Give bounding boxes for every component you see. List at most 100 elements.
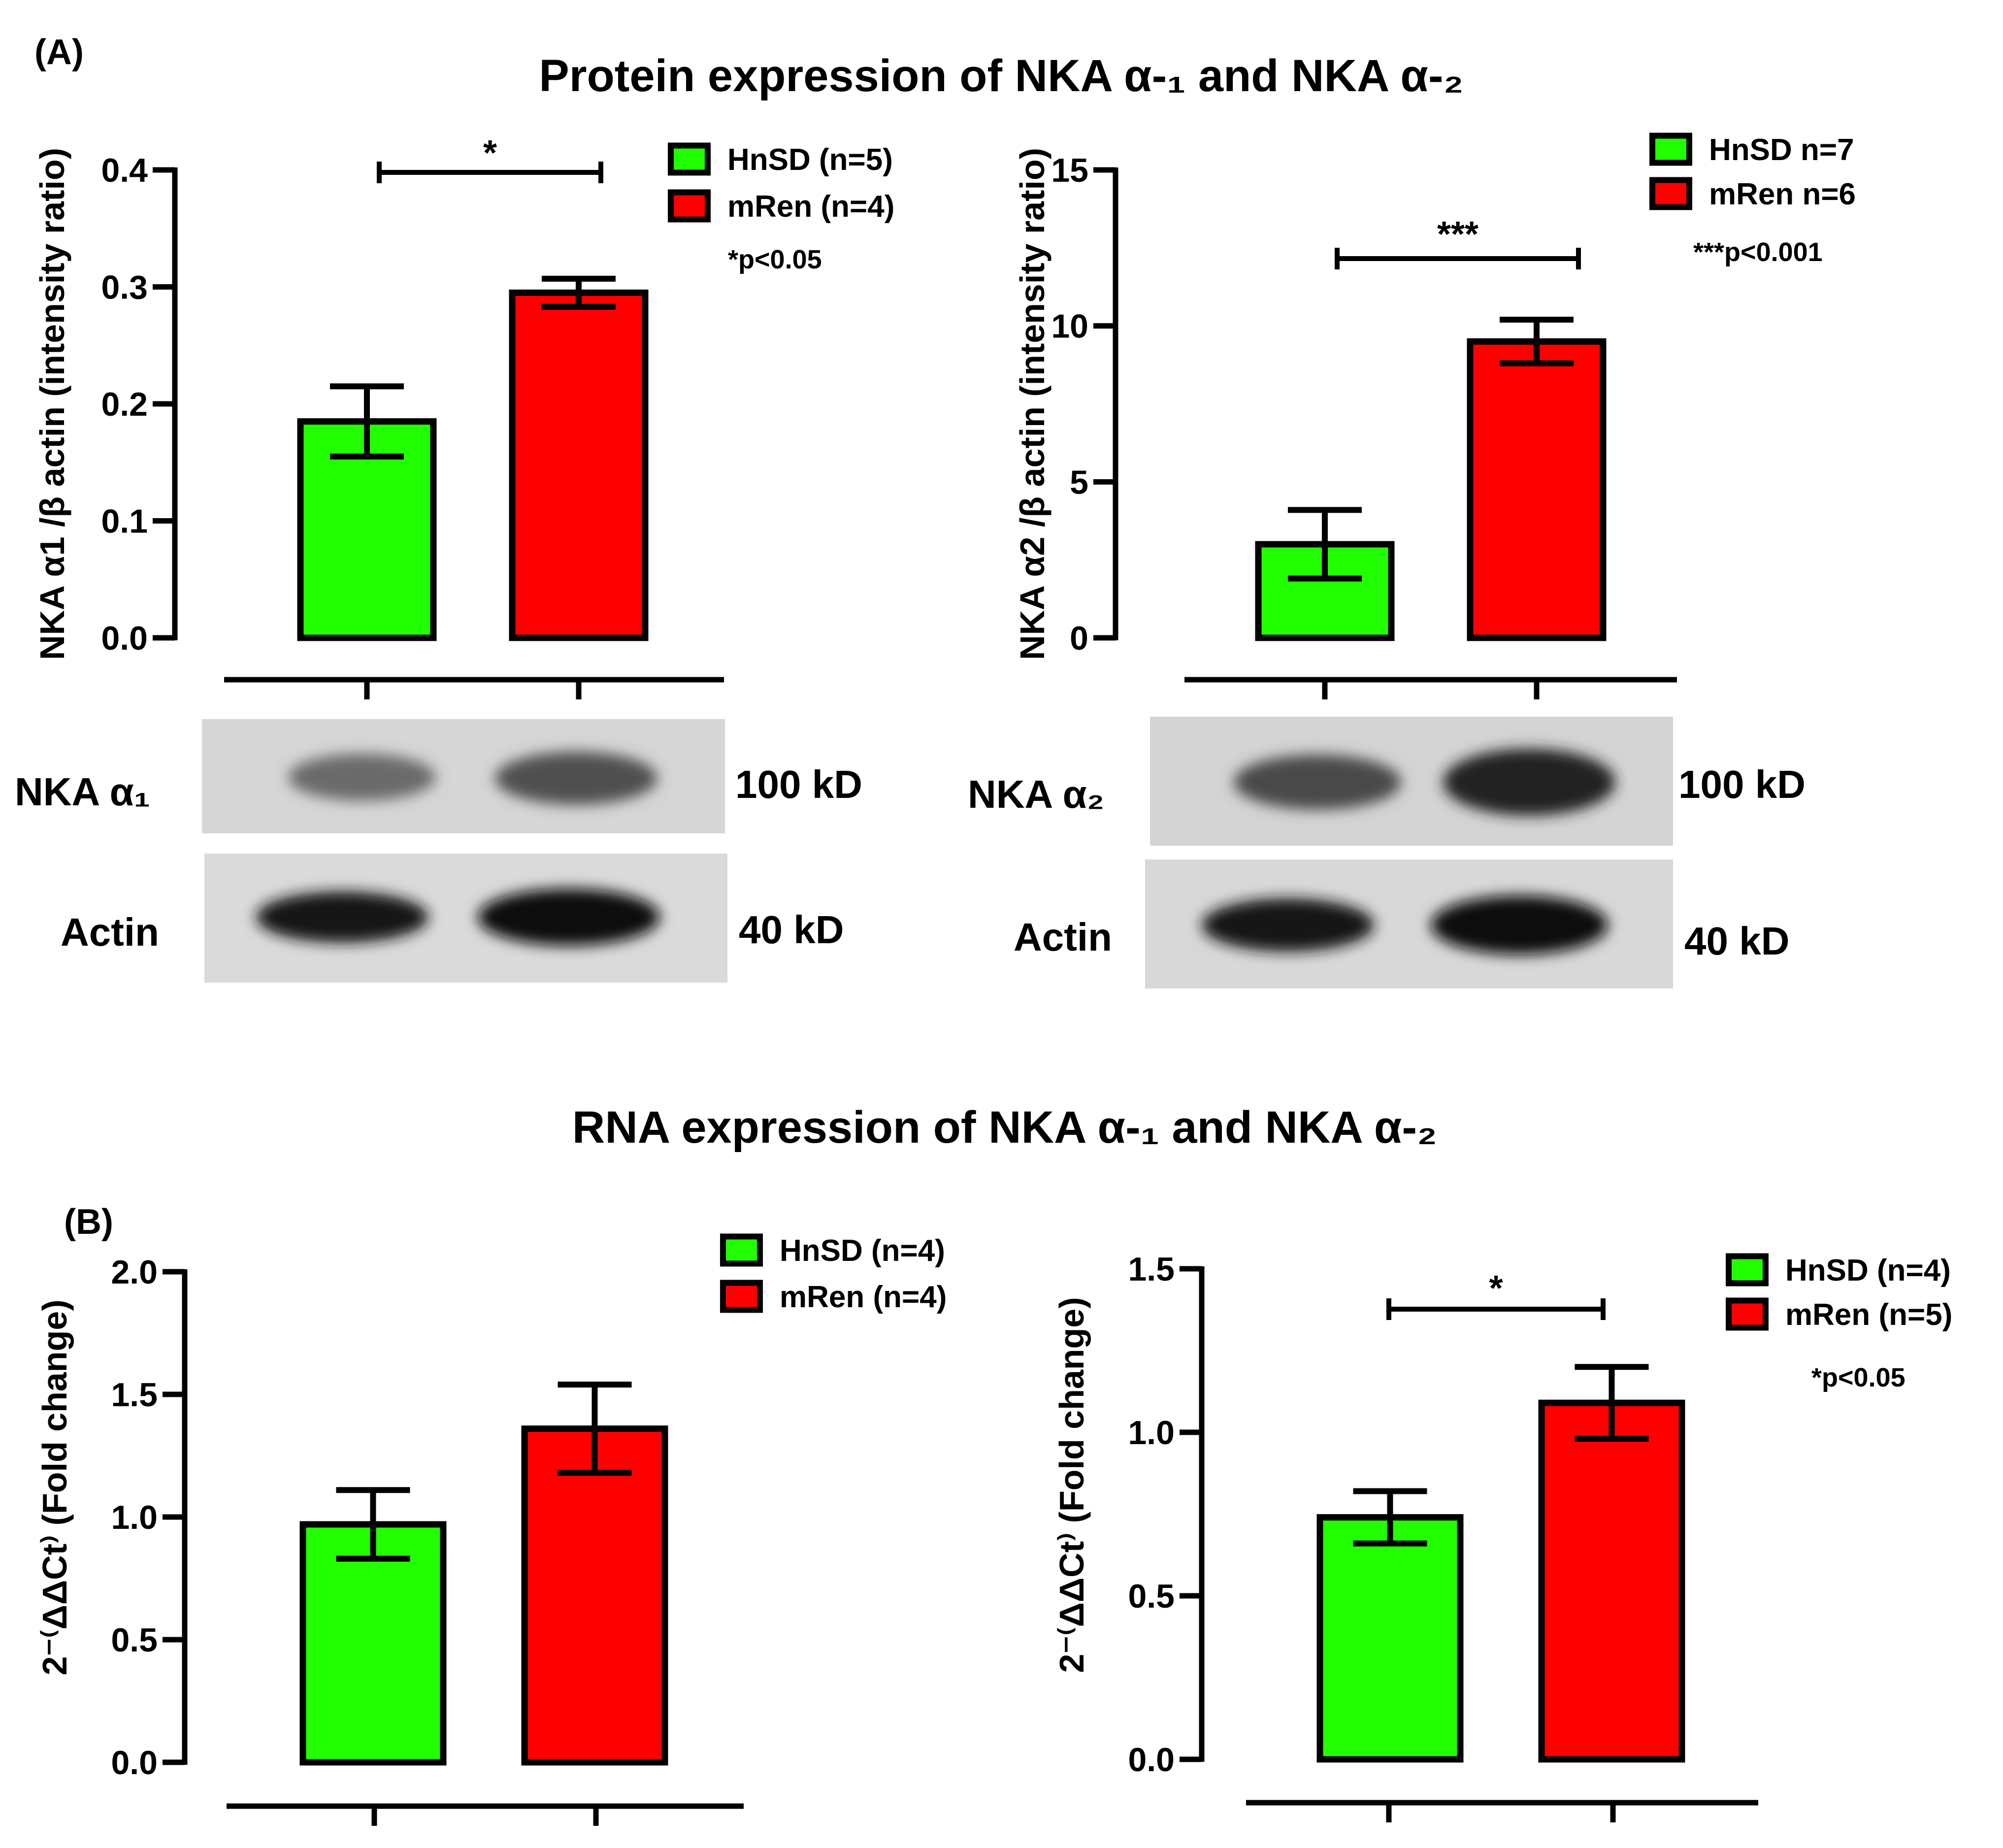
bar-hnsd bbox=[1316, 1514, 1464, 1763]
legend-swatch-mren bbox=[1649, 177, 1692, 210]
y-tick-label: 5 bbox=[1070, 463, 1088, 501]
legend-swatch-hnsd bbox=[1726, 1253, 1769, 1287]
bar-mren bbox=[509, 289, 649, 641]
significance-stars: * bbox=[483, 133, 497, 173]
error-bar-mren bbox=[542, 275, 616, 310]
legend-label-mren: mRen (n=4) bbox=[780, 1280, 947, 1314]
western-blot-a2: NKA α₂ 100 kD Actin 40 kD bbox=[968, 717, 1806, 989]
blot-band bbox=[288, 754, 436, 801]
y-tick-label: 2.0 bbox=[111, 1254, 158, 1291]
y-tick-label: 0.5 bbox=[1128, 1578, 1175, 1615]
y-tick-label: 10 bbox=[1051, 308, 1088, 345]
error-bars bbox=[1353, 1364, 1649, 1547]
legend-label-hnsd: HnSD (n=5) bbox=[727, 143, 893, 177]
bars bbox=[1316, 1399, 1685, 1763]
y-axis-label: NKA α2 /β actin (intensity ratio) bbox=[1013, 148, 1051, 660]
panel-b-label: (B) bbox=[64, 1202, 113, 1242]
blot-band-size: 100 kD bbox=[1678, 762, 1806, 806]
y-tick-label: 0.0 bbox=[111, 1744, 158, 1782]
significance-stars: * bbox=[1489, 1269, 1503, 1308]
bars bbox=[299, 1425, 668, 1766]
y-ticks: 0.0 0.5 1.0 1.5 2.0 bbox=[111, 1254, 185, 1782]
western-blot-a1: NKA α₁ 100 kD Actin 40 kD bbox=[15, 719, 862, 983]
y-tick-label: 0.3 bbox=[101, 269, 148, 306]
error-bar-mren bbox=[558, 1382, 632, 1476]
rna-title: RNA expression of NKA α-₁ and NKA α-₂ bbox=[572, 1102, 1437, 1153]
legend-label-hnsd: HnSD (n=4) bbox=[1785, 1254, 1951, 1287]
blot-band bbox=[256, 891, 428, 943]
y-tick-label: 0 bbox=[1070, 620, 1088, 657]
blot-actin-size: 40 kD bbox=[1684, 919, 1789, 963]
p-value-note: *p<0.05 bbox=[728, 245, 822, 274]
blot-actin-size: 40 kD bbox=[739, 908, 844, 952]
error-bar-hnsd bbox=[1288, 507, 1362, 582]
blot-actin-label: Actin bbox=[61, 910, 159, 954]
bars bbox=[297, 289, 649, 641]
legend-swatch-hnsd bbox=[668, 142, 711, 176]
significance-bracket bbox=[1386, 1298, 1606, 1320]
y-tick-label: 0.4 bbox=[101, 152, 148, 189]
blot-band bbox=[1202, 898, 1374, 952]
bar-mren bbox=[1467, 338, 1607, 641]
p-value-note: ***p<0.001 bbox=[1693, 237, 1823, 267]
legend-label-mren: mRen n=6 bbox=[1709, 177, 1856, 211]
significance-bracket bbox=[1335, 248, 1581, 269]
blot-actin-label: Actin bbox=[1014, 915, 1112, 959]
legend-swatch-mren bbox=[668, 189, 711, 223]
blot-band bbox=[1234, 755, 1401, 810]
y-axis-label: NKA α1 /β actin (intensity ratio) bbox=[33, 148, 71, 660]
error-bar-hnsd bbox=[336, 1487, 410, 1562]
error-bar-mren bbox=[1575, 1364, 1649, 1442]
bar-mren bbox=[521, 1425, 668, 1766]
bar-hnsd bbox=[299, 1521, 447, 1766]
y-ticks: 0.0 0.5 1.0 1.5 bbox=[1128, 1251, 1202, 1779]
y-tick-label: 1.5 bbox=[1128, 1251, 1175, 1288]
y-tick-label: 1.5 bbox=[111, 1376, 158, 1414]
error-bar-mren bbox=[1500, 317, 1574, 366]
bars bbox=[1255, 338, 1607, 641]
rna-a1-chart: 0.0 0.5 1.0 1.5 2.0 2⁻⁽ΔΔCt⁾ (Fold change) H… bbox=[35, 1233, 947, 1826]
protein-a2-chart: 0 5 10 15 *** NKA α2 /β actin (intensity ra… bbox=[1013, 132, 1856, 699]
blot-band bbox=[1431, 895, 1608, 955]
y-axis-label: 2⁻⁽ΔΔCt⁾ (Fold change) bbox=[1052, 1297, 1091, 1673]
p-value-note: *p<0.05 bbox=[1811, 1363, 1905, 1392]
x-ticks bbox=[371, 1806, 599, 1826]
protein-a1-chart: 0.0 0.1 0.2 0.3 0.4 * NKA α1 /β actin (inten… bbox=[33, 133, 894, 699]
error-bars bbox=[330, 275, 616, 460]
y-ticks: 0 5 10 15 bbox=[1051, 152, 1116, 657]
blot-band bbox=[495, 752, 657, 805]
legend-label-hnsd: HnSD n=7 bbox=[1709, 133, 1854, 167]
error-bar-hnsd bbox=[1353, 1488, 1427, 1547]
y-tick-label: 0.0 bbox=[1128, 1741, 1175, 1779]
significance-bracket bbox=[377, 162, 603, 183]
blot-band-label: NKA α₁ bbox=[15, 770, 150, 814]
legend-swatch-mren bbox=[720, 1280, 763, 1313]
blot-band bbox=[478, 889, 660, 946]
y-tick-label: 1.0 bbox=[111, 1499, 158, 1536]
y-tick-label: 0.1 bbox=[101, 503, 148, 540]
y-tick-label: 0.2 bbox=[101, 386, 148, 423]
legend-swatch-mren bbox=[1726, 1297, 1769, 1331]
legend-label-mren: mRen (n=5) bbox=[1785, 1298, 1952, 1332]
error-bars bbox=[336, 1382, 632, 1562]
bar-mren bbox=[1538, 1399, 1685, 1763]
y-tick-label: 0.0 bbox=[101, 620, 148, 657]
protein-title: Protein expression of NKA α-₁ and NKA α-… bbox=[539, 51, 1463, 101]
legend-label-mren: mRen (n=4) bbox=[727, 190, 894, 224]
y-tick-label: 0.5 bbox=[111, 1621, 158, 1659]
y-ticks: 0.0 0.1 0.2 0.3 0.4 bbox=[101, 152, 175, 657]
y-axis-label: 2⁻⁽ΔΔCt⁾ (Fold change) bbox=[35, 1299, 74, 1675]
y-tick-label: 1.0 bbox=[1128, 1414, 1175, 1452]
x-ticks bbox=[1386, 1803, 1616, 1822]
blot-band-label: NKA α₂ bbox=[968, 772, 1104, 816]
x-ticks bbox=[364, 680, 582, 699]
x-ticks bbox=[1322, 680, 1540, 699]
significance-stars: *** bbox=[1437, 215, 1478, 254]
blot-band-size: 100 kD bbox=[735, 762, 862, 806]
legend-swatch-hnsd bbox=[720, 1233, 763, 1267]
error-bars bbox=[1288, 317, 1574, 582]
panel-a-label: (A) bbox=[34, 33, 84, 72]
legend-swatch-hnsd bbox=[1649, 132, 1692, 166]
legend-label-hnsd: HnSD (n=4) bbox=[780, 1234, 945, 1268]
